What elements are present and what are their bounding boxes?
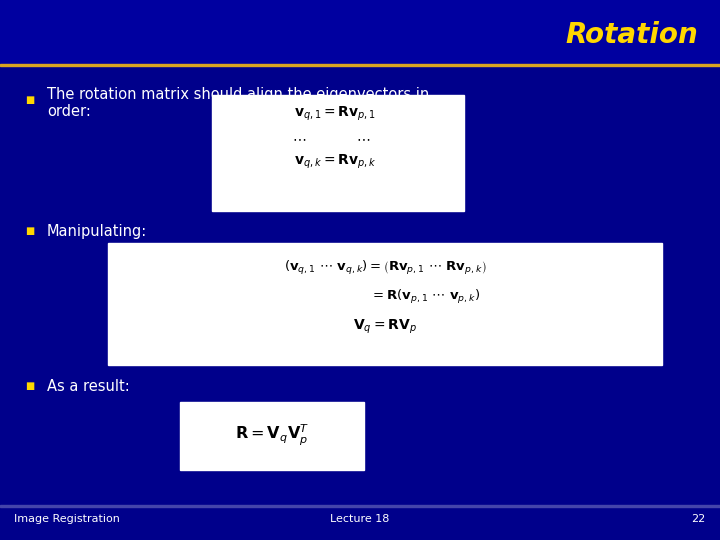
Bar [0,64,720,66]
Text: The rotation matrix should align the eigenvectors in: The rotation matrix should align the eig… [47,87,429,102]
Text: $\mathbf{v}_{q,k} = \mathbf{R}\mathbf{v}_{p,k}$: $\mathbf{v}_{q,k} = \mathbf{R}\mathbf{v}… [294,153,377,171]
Text: $\cdots$: $\cdots$ [292,131,306,145]
Text: Rotation: Rotation [566,21,698,49]
Text: As a result:: As a result: [47,379,130,394]
Bar [0,0,720,65]
FancyBboxPatch shape [212,94,464,211]
Text: $= \mathbf{R}\left(\mathbf{v}_{p,1}\ \cdots\ \mathbf{v}_{p,k}\right)$: $= \mathbf{R}\left(\mathbf{v}_{p,1}\ \cd… [369,288,480,306]
Text: Manipulating:: Manipulating: [47,224,147,239]
Text: 22: 22 [691,515,706,524]
FancyBboxPatch shape [180,402,364,470]
Text: ■: ■ [25,95,35,105]
Text: ■: ■ [25,381,35,391]
Text: $\mathbf{R} = \mathbf{V}_q\mathbf{V}_p^T$: $\mathbf{R} = \mathbf{V}_q\mathbf{V}_p^T… [235,423,309,448]
FancyBboxPatch shape [108,243,662,364]
Text: $\mathbf{V}_q = \mathbf{R}\mathbf{V}_p$: $\mathbf{V}_q = \mathbf{R}\mathbf{V}_p$ [354,318,417,336]
Text: Image Registration: Image Registration [14,515,120,524]
Text: $\cdots$: $\cdots$ [356,131,371,145]
Text: $\left(\mathbf{v}_{q,1}\ \cdots\ \mathbf{v}_{q,k}\right) = \left(\mathbf{R}\math: $\left(\mathbf{v}_{q,1}\ \cdots\ \mathbf… [284,259,487,278]
Text: order:: order: [47,104,91,119]
Text: $\mathbf{v}_{q,1} = \mathbf{R}\mathbf{v}_{p,1}$: $\mathbf{v}_{q,1} = \mathbf{R}\mathbf{v}… [294,104,377,123]
Bar [0,505,720,507]
Text: ■: ■ [25,226,35,236]
Text: Lecture 18: Lecture 18 [330,515,390,524]
